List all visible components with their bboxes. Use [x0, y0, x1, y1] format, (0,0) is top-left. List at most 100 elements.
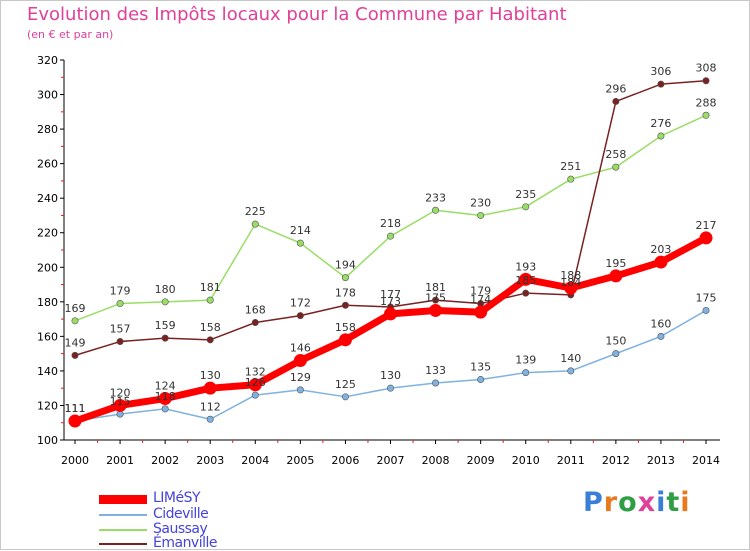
legend-label-saussay: Saussay	[153, 521, 208, 537]
data-point	[113, 398, 127, 412]
data-point	[519, 272, 533, 286]
data-label: 168	[245, 304, 266, 317]
x-tick-label: 2003	[196, 454, 224, 467]
data-point	[699, 231, 713, 245]
legend-swatch-limesy	[99, 495, 147, 504]
data-point	[338, 333, 352, 347]
data-label: 132	[245, 366, 266, 379]
y-tick-label: 220	[37, 227, 58, 240]
data-label: 175	[696, 291, 717, 304]
data-point	[296, 239, 304, 247]
data-point	[203, 381, 217, 395]
data-label: 174	[470, 293, 491, 306]
data-label: 214	[290, 224, 311, 237]
logo-letter: i	[680, 487, 691, 518]
data-point	[522, 369, 530, 377]
data-point	[71, 317, 79, 325]
data-label: 157	[110, 323, 131, 336]
y-tick-label: 260	[37, 158, 58, 171]
y-tick-label: 240	[37, 192, 58, 205]
data-label: 230	[470, 196, 491, 209]
legend-label-limesy: LIMéSY	[153, 490, 201, 506]
data-point	[522, 289, 530, 297]
data-label: 139	[515, 354, 536, 367]
data-label: 181	[425, 281, 446, 294]
data-label: 195	[605, 257, 626, 270]
proxiti-logo: Proxiti	[583, 487, 691, 518]
logo-letter: P	[583, 487, 604, 518]
x-tick-label: 2014	[692, 454, 720, 467]
data-label: 179	[110, 285, 131, 298]
data-label: 118	[155, 390, 176, 403]
data-label: 112	[200, 400, 221, 413]
data-label: 158	[335, 321, 356, 334]
data-label: 308	[696, 62, 717, 75]
data-label: 129	[290, 371, 311, 384]
data-point	[477, 376, 485, 384]
data-point	[341, 274, 349, 282]
data-label: 130	[380, 369, 401, 382]
data-label: 251	[560, 160, 581, 173]
data-label: 120	[110, 386, 131, 399]
data-point	[564, 281, 578, 295]
data-point	[161, 298, 169, 306]
chart-title: Evolution des Impôts locaux pour la Comm…	[27, 4, 567, 25]
data-point	[116, 338, 124, 346]
data-label: 140	[560, 352, 581, 365]
legend-label-emanville: Émanville	[153, 535, 218, 551]
data-label: 172	[290, 297, 311, 310]
y-tick-label: 120	[37, 399, 58, 412]
data-point	[657, 332, 665, 340]
y-tick-label: 280	[37, 123, 58, 136]
data-point	[158, 392, 172, 406]
data-label: 185	[515, 274, 536, 287]
x-tick-label: 2005	[286, 454, 314, 467]
data-point	[341, 393, 349, 401]
data-label: 181	[200, 281, 221, 294]
legend-label-cideville: Cideville	[153, 506, 209, 522]
legend-swatch-emanville	[99, 543, 147, 545]
data-label: 150	[605, 335, 626, 348]
data-point	[609, 269, 623, 283]
data-label: 125	[335, 378, 356, 391]
y-tick-label: 160	[37, 330, 58, 343]
data-label: 178	[335, 286, 356, 299]
x-tick-label: 2000	[61, 454, 89, 467]
y-tick-label: 320	[37, 54, 58, 67]
x-tick-label: 2001	[106, 454, 134, 467]
data-point	[206, 415, 214, 423]
data-label: 233	[425, 191, 446, 204]
data-point	[116, 300, 124, 308]
data-point	[296, 312, 304, 320]
data-point	[161, 334, 169, 342]
x-tick-label: 2008	[422, 454, 450, 467]
data-point	[567, 175, 575, 183]
data-label: 288	[696, 96, 717, 109]
chart-subtitle: (en € et par an)	[27, 28, 114, 41]
data-point	[432, 206, 440, 214]
data-point	[384, 307, 397, 321]
data-label: 135	[470, 361, 491, 374]
data-label: 218	[380, 217, 401, 230]
data-point	[702, 111, 710, 119]
x-tick-label: 2004	[241, 454, 269, 467]
data-point	[161, 405, 169, 413]
logo-letter: x	[637, 487, 657, 518]
data-point	[341, 301, 349, 309]
y-tick-label: 100	[37, 434, 58, 447]
data-label: 296	[605, 82, 626, 95]
data-point	[68, 414, 82, 428]
logo-letter: r	[603, 487, 619, 518]
data-point	[654, 255, 668, 269]
data-point	[386, 232, 394, 240]
data-label: 306	[650, 65, 671, 78]
y-tick-label: 200	[37, 261, 58, 274]
data-label: 179	[470, 285, 491, 298]
data-point	[522, 203, 530, 211]
x-tick-label: 2010	[512, 454, 540, 467]
logo-letter: t	[666, 487, 681, 518]
data-point	[71, 351, 79, 359]
y-tick-label: 300	[37, 89, 58, 102]
data-point	[296, 386, 304, 394]
data-label: 194	[335, 259, 356, 272]
